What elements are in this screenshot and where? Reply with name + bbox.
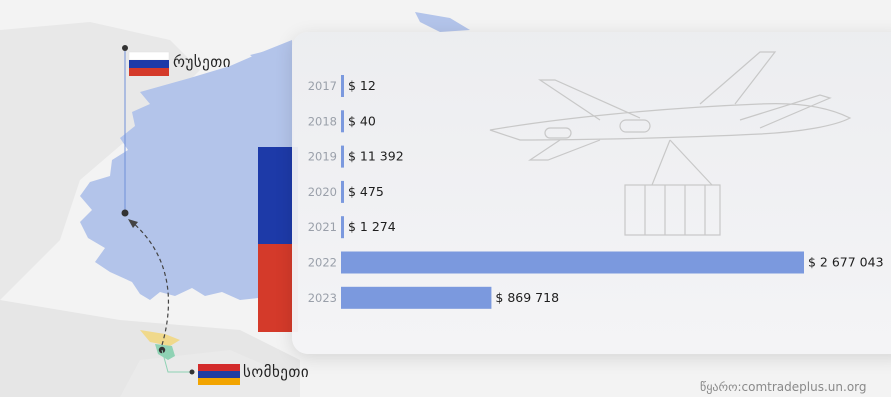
route-arrow — [131, 221, 170, 346]
russia-flag-large-blue — [258, 147, 298, 244]
armenia-flag — [198, 364, 240, 385]
russia-pin-bottom — [121, 209, 129, 217]
year-label: 2020 — [308, 185, 337, 199]
russia-label: რუსეთი — [173, 53, 232, 71]
russia-flag-large-red — [258, 244, 298, 332]
value-label: $ 2 677 043 — [808, 255, 884, 270]
value-label: $ 869 718 — [495, 290, 559, 305]
value-label: $ 11 392 — [348, 149, 404, 164]
island-north — [415, 12, 470, 32]
russia-flag — [128, 51, 170, 76]
year-label: 2017 — [308, 79, 337, 93]
year-label: 2022 — [308, 256, 337, 270]
bars-group: 2017 $ 12 2018 $ 40 2019 $ 11 392 2020 $ 475 202… — [308, 75, 884, 309]
armenia-pin-line — [161, 349, 192, 373]
georgia-shape — [140, 330, 180, 346]
bar — [341, 180, 344, 203]
year-label: 2019 — [308, 150, 337, 164]
value-label: $ 12 — [348, 78, 376, 93]
value-label: $ 475 — [348, 184, 384, 199]
bar — [341, 286, 492, 309]
value-label: $ 40 — [348, 113, 376, 128]
cargo-plane-illustration — [489, 51, 852, 236]
bar — [341, 251, 804, 274]
bar — [341, 75, 344, 97]
russia-shape — [80, 40, 296, 306]
source-note: წყარო:comtradeplus.un.org — [700, 380, 867, 394]
armenia-label: სომხეთი — [243, 363, 310, 381]
bar — [341, 216, 344, 239]
year-label: 2018 — [308, 114, 337, 128]
bar — [341, 110, 344, 133]
year-label: 2023 — [308, 291, 337, 305]
russia-pin-top — [122, 45, 128, 51]
armenia-pin-end — [189, 369, 195, 375]
year-label: 2021 — [308, 220, 337, 234]
route-arrowhead — [128, 219, 138, 228]
value-label: $ 1 274 — [348, 219, 396, 234]
bar — [341, 145, 344, 168]
